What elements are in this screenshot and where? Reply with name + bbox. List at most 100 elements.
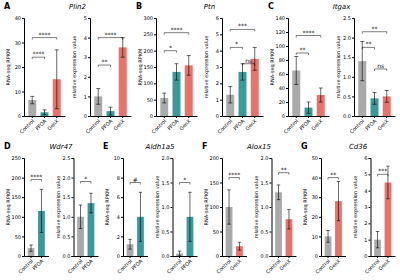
tick-mark <box>352 77 354 78</box>
y-axis: 01020304050 <box>312 155 322 259</box>
axis-line <box>220 159 223 257</box>
tick-label: 200 <box>11 175 21 181</box>
significance-bracket <box>375 69 387 71</box>
subplot: 020406080100120140ControlPFOAGenXRNA-seq… <box>269 15 330 135</box>
tick-label: 250 <box>143 31 153 37</box>
tick: 0.5 <box>63 234 74 240</box>
tick: GenX <box>178 116 192 132</box>
tick-mark <box>220 83 222 84</box>
tick-label: 0.0 <box>343 113 351 119</box>
error-bar <box>287 209 290 229</box>
plot-area <box>160 56 192 116</box>
tick-label: 60 <box>279 71 285 77</box>
tick-label: GenX <box>310 117 324 131</box>
tick-label: 3 <box>216 64 219 70</box>
significance-bracket <box>130 183 140 185</box>
panel-title: Alox15 <box>246 143 272 151</box>
tick: Control <box>18 116 35 135</box>
tick-mark <box>328 256 329 258</box>
plot-area <box>226 47 258 116</box>
tick-mark <box>171 207 173 208</box>
tick: 0.0 <box>343 113 354 119</box>
tick: 50 <box>15 234 24 240</box>
annotations: * <box>180 176 190 185</box>
tick-label: 1.0 <box>261 204 269 210</box>
annotations: * <box>81 175 91 184</box>
tick-mark <box>286 88 288 89</box>
tick-mark <box>154 100 156 101</box>
tick-mark <box>369 240 371 241</box>
axis-line <box>220 19 223 117</box>
error-bar <box>228 87 232 103</box>
axis-line <box>22 159 25 257</box>
error-bar <box>326 231 329 243</box>
tick-label: 1.5 <box>63 194 71 200</box>
tick-mark <box>121 256 123 257</box>
y-axis-title: relative expression value <box>352 176 359 239</box>
tick: 1.5 <box>261 180 272 186</box>
tick: 0 <box>364 253 370 259</box>
y-axis: 0.00.51.01.52.02.5 <box>63 155 74 259</box>
tick: 6 <box>216 15 222 21</box>
x-axis: ControlPFOAGenX <box>282 116 329 135</box>
tick-mark <box>154 83 156 84</box>
tick: 200 <box>209 155 222 161</box>
x-axis: ControlGenX <box>314 256 346 275</box>
tick-mark <box>286 74 288 75</box>
tick-label: 0 <box>18 253 21 259</box>
tick: 5 <box>364 171 370 177</box>
x-axis: ControlPFOA <box>17 256 49 275</box>
x-axis: ControlPFOAGenX <box>18 116 65 135</box>
significance-bracket <box>296 53 308 55</box>
tick-mark <box>72 217 74 218</box>
tick-label: 0.0 <box>261 253 269 259</box>
tick: 2.5 <box>343 15 354 21</box>
error-bar <box>373 92 377 104</box>
tick-mark <box>22 18 24 19</box>
y-axis-title: RNA-seq RPKM <box>5 189 12 226</box>
y-axis: 0.00.51.01.52.02.5 <box>343 15 354 119</box>
tick: GenX <box>229 256 243 272</box>
tick-label: GenX <box>112 117 126 131</box>
tick: GenX <box>310 116 324 132</box>
tick-mark <box>130 256 131 258</box>
x-axis: ControlGenX <box>264 256 296 275</box>
tick-mark <box>90 256 91 258</box>
tick: 20 <box>312 214 321 220</box>
error-bar <box>162 93 166 103</box>
tick-label: 0 <box>84 113 87 119</box>
panel-label: C <box>268 2 274 11</box>
annotations: ****** <box>296 29 320 56</box>
y-axis-title: relative expression value <box>71 36 78 99</box>
tick-label: 40 <box>312 175 318 181</box>
tick: PFOA <box>100 116 114 131</box>
tick: 0.0 <box>63 253 74 259</box>
tick-label: PFOA <box>232 117 246 131</box>
tick: 1.5 <box>63 194 74 200</box>
tick-mark <box>22 43 24 44</box>
tick: PFOA <box>232 116 246 131</box>
tick: Control <box>216 116 233 135</box>
error-bar <box>376 232 379 248</box>
significance-label: **** <box>303 29 315 36</box>
y-axis: 0246810 <box>114 155 124 259</box>
tick-label: 50 <box>147 97 153 103</box>
tick: PFOA <box>34 116 48 131</box>
tick-mark <box>286 102 288 103</box>
plot-area <box>28 189 45 256</box>
tick-label: 3 <box>84 54 87 60</box>
panel-title: Plin2 <box>69 3 87 11</box>
axis-line <box>124 256 149 257</box>
significance-label: ** <box>372 25 378 32</box>
panel-label: E <box>103 142 108 151</box>
tick-mark <box>352 38 354 39</box>
tick-label: 2.0 <box>261 155 269 161</box>
tick-mark <box>154 67 156 68</box>
tick-mark <box>220 116 222 117</box>
significance-bracket <box>362 47 374 49</box>
tick-mark <box>41 256 42 258</box>
panel-title: Wdr47 <box>49 143 73 151</box>
tick-label: 2.5 <box>343 15 351 21</box>
significance-label: ** <box>330 171 336 178</box>
annotations: ** <box>328 171 338 180</box>
